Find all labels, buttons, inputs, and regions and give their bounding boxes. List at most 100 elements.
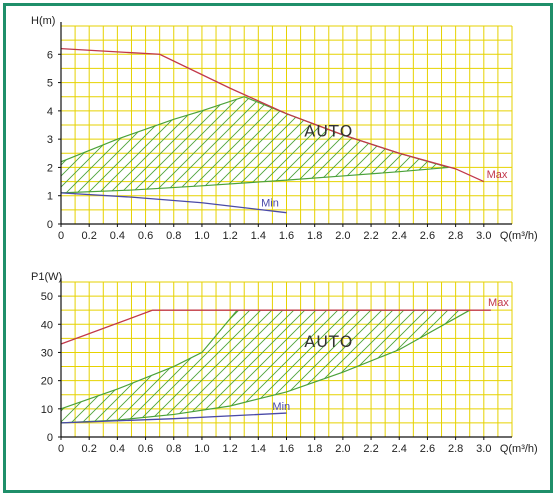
y-tick-label: 1 <box>47 191 53 203</box>
hatch-line <box>519 26 556 224</box>
x-tick-label: 1.2 <box>222 443 237 455</box>
hatch-line <box>508 282 556 437</box>
y-tick-label: 4 <box>47 106 53 118</box>
hatch-line <box>78 310 235 423</box>
hatch-line <box>0 26 46 224</box>
x-tick-label: 0.4 <box>110 230 125 242</box>
auto-label: AUTO <box>304 121 353 140</box>
x-tick-label: 0 <box>58 230 64 242</box>
hatch-line <box>61 96 69 193</box>
y-tick-label: 3 <box>47 134 53 146</box>
hatch-line <box>89 310 246 423</box>
hatch-line <box>61 310 70 423</box>
hatch-line <box>541 26 556 224</box>
hatch-line <box>408 310 470 423</box>
hatch-line <box>61 310 136 423</box>
x-tick-label: 1.8 <box>307 443 322 455</box>
x-tick-label: 0.8 <box>166 443 181 455</box>
x-tick-label: 1.0 <box>194 443 209 455</box>
hatch-line <box>0 282 25 437</box>
hatch-line <box>133 310 290 423</box>
x-tick-label: 2.6 <box>420 443 435 455</box>
y-tick-label: 20 <box>41 376 53 388</box>
hatch-line <box>122 310 279 423</box>
hatch-line <box>155 310 312 423</box>
grid <box>60 25 513 225</box>
hatch-line <box>530 282 556 437</box>
hatch-line <box>0 282 36 437</box>
hatch-line <box>61 310 114 423</box>
x-tick-label: 0.2 <box>82 443 97 455</box>
hatch-line <box>61 310 158 423</box>
x-axis-label: Q(m³/h) <box>500 230 538 242</box>
auto-lower-curve <box>60 309 471 424</box>
y-tick-label: 0 <box>47 219 53 231</box>
series-min-label: Min <box>261 197 279 209</box>
hatch-line <box>232 310 389 423</box>
hatch-line <box>541 282 556 437</box>
grid <box>60 281 513 438</box>
series-min-label: Min <box>272 401 290 413</box>
hatch-line <box>0 282 3 437</box>
y-tick-label: 40 <box>41 319 53 331</box>
chart-frame <box>3 3 553 493</box>
x-tick-label: 2.0 <box>335 230 350 242</box>
chart-power: 0 0.2 0.4 0.6 0.8 1.0 1.2 1.4 1.6 1.8 2.0 2.2 2.4 2.6… <box>0 271 556 455</box>
hatch-line <box>298 310 455 423</box>
hatch-line <box>519 282 556 437</box>
hatch-line <box>353 310 470 423</box>
y-axis-label: H(m) <box>31 15 55 27</box>
x-tick-label: 2.8 <box>448 230 463 242</box>
y-tick-label: 10 <box>41 404 53 416</box>
hatch-line <box>61 310 191 423</box>
x-tick-label: 2.6 <box>420 230 435 242</box>
y-tick-label: 50 <box>41 291 53 303</box>
series-max-label: Max <box>488 297 509 309</box>
hatch-line <box>552 282 556 437</box>
x-tick-label: 0.2 <box>82 230 97 242</box>
x-tick-label: 1.4 <box>251 230 266 242</box>
chart-head: 0 0.2 0.4 0.6 0.8 1.0 1.2 1.4 1.6 1.8 2.0 2.2 2.4 2.6… <box>0 15 556 242</box>
hatch-line <box>463 310 470 423</box>
x-tick-label: 0.4 <box>110 443 125 455</box>
y-tick-label: 5 <box>47 78 53 90</box>
y-tick-label: 6 <box>47 49 53 61</box>
x-tick-label: 1.6 <box>279 230 294 242</box>
y-tick-label: 30 <box>41 347 53 359</box>
hatch-line <box>386 310 470 423</box>
x-tick-label: 2.4 <box>392 443 407 455</box>
series-max-line <box>60 309 491 345</box>
hatch-line <box>61 310 169 423</box>
hatch-line <box>221 310 378 423</box>
x-tick-label: 2.0 <box>335 443 350 455</box>
x-tick-label: 3.0 <box>476 230 491 242</box>
hatch-line <box>111 310 268 423</box>
hatch-line <box>331 310 470 423</box>
x-tick-label: 1.2 <box>222 230 237 242</box>
hatch-line <box>342 310 470 423</box>
y-tick-label: 0 <box>47 432 53 444</box>
series-min-line <box>60 412 287 424</box>
hatch-line <box>530 26 556 224</box>
series-max-line <box>60 47 485 183</box>
x-tick-label: 1.4 <box>251 443 266 455</box>
hatch-line <box>0 26 35 224</box>
y-tick-label: 2 <box>47 162 53 174</box>
x-tick-label: 0 <box>58 443 64 455</box>
x-tick-label: 0.6 <box>138 443 153 455</box>
hatch-line <box>0 26 13 224</box>
x-axis-label: Q(m³/h) <box>500 443 538 455</box>
hatch-line <box>0 282 14 437</box>
hatch-line <box>61 310 125 423</box>
hatch-line <box>508 26 556 224</box>
x-tick-label: 2.4 <box>392 230 407 242</box>
x-tick-label: 2.2 <box>363 443 378 455</box>
x-tick-label: 0.6 <box>138 230 153 242</box>
auto-lower-curve <box>60 166 449 194</box>
hatch-line <box>177 310 334 423</box>
series-max-label: Max <box>487 169 508 181</box>
x-tick-label: 2.8 <box>448 443 463 455</box>
hatch-line <box>0 26 2 224</box>
y-axis-label: P1(W) <box>31 271 62 283</box>
hatch-line <box>552 26 556 224</box>
